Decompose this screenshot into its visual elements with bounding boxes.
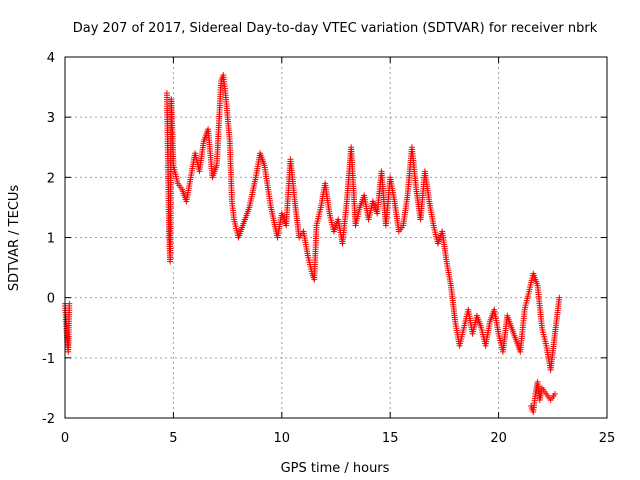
grid-lines [65,57,607,418]
data-point-track-a [66,300,73,307]
y-tick-label: 2 [47,171,55,186]
chart-title: Day 207 of 2017, Sidereal Day-to-day VTE… [73,21,598,36]
y-tick-label: 3 [47,111,55,126]
x-axis-label: GPS time / hours [281,461,390,476]
x-tick-label: 10 [274,431,291,446]
x-tick-label: 25 [599,431,616,446]
y-tick-label: -1 [42,352,55,367]
data-points [62,72,563,415]
x-tick-label: 15 [382,431,399,446]
x-tick-label: 20 [490,431,507,446]
data-point-track-b [556,294,563,301]
x-tick-label: 0 [61,431,69,446]
plot-frame [64,56,608,419]
y-tick-label: -2 [42,412,55,427]
data-point-track-c [551,390,558,397]
y-tick-label: 4 [47,51,55,66]
tick-labels: 0 5 10 15 20 25 -2 -1 0 1 2 3 4 [42,51,615,446]
y-tick-label: 0 [47,292,55,307]
y-axis-label: SDTVAR / TECUs [7,185,22,292]
x-tick-label: 5 [169,431,177,446]
y-tick-label: 1 [47,232,55,247]
